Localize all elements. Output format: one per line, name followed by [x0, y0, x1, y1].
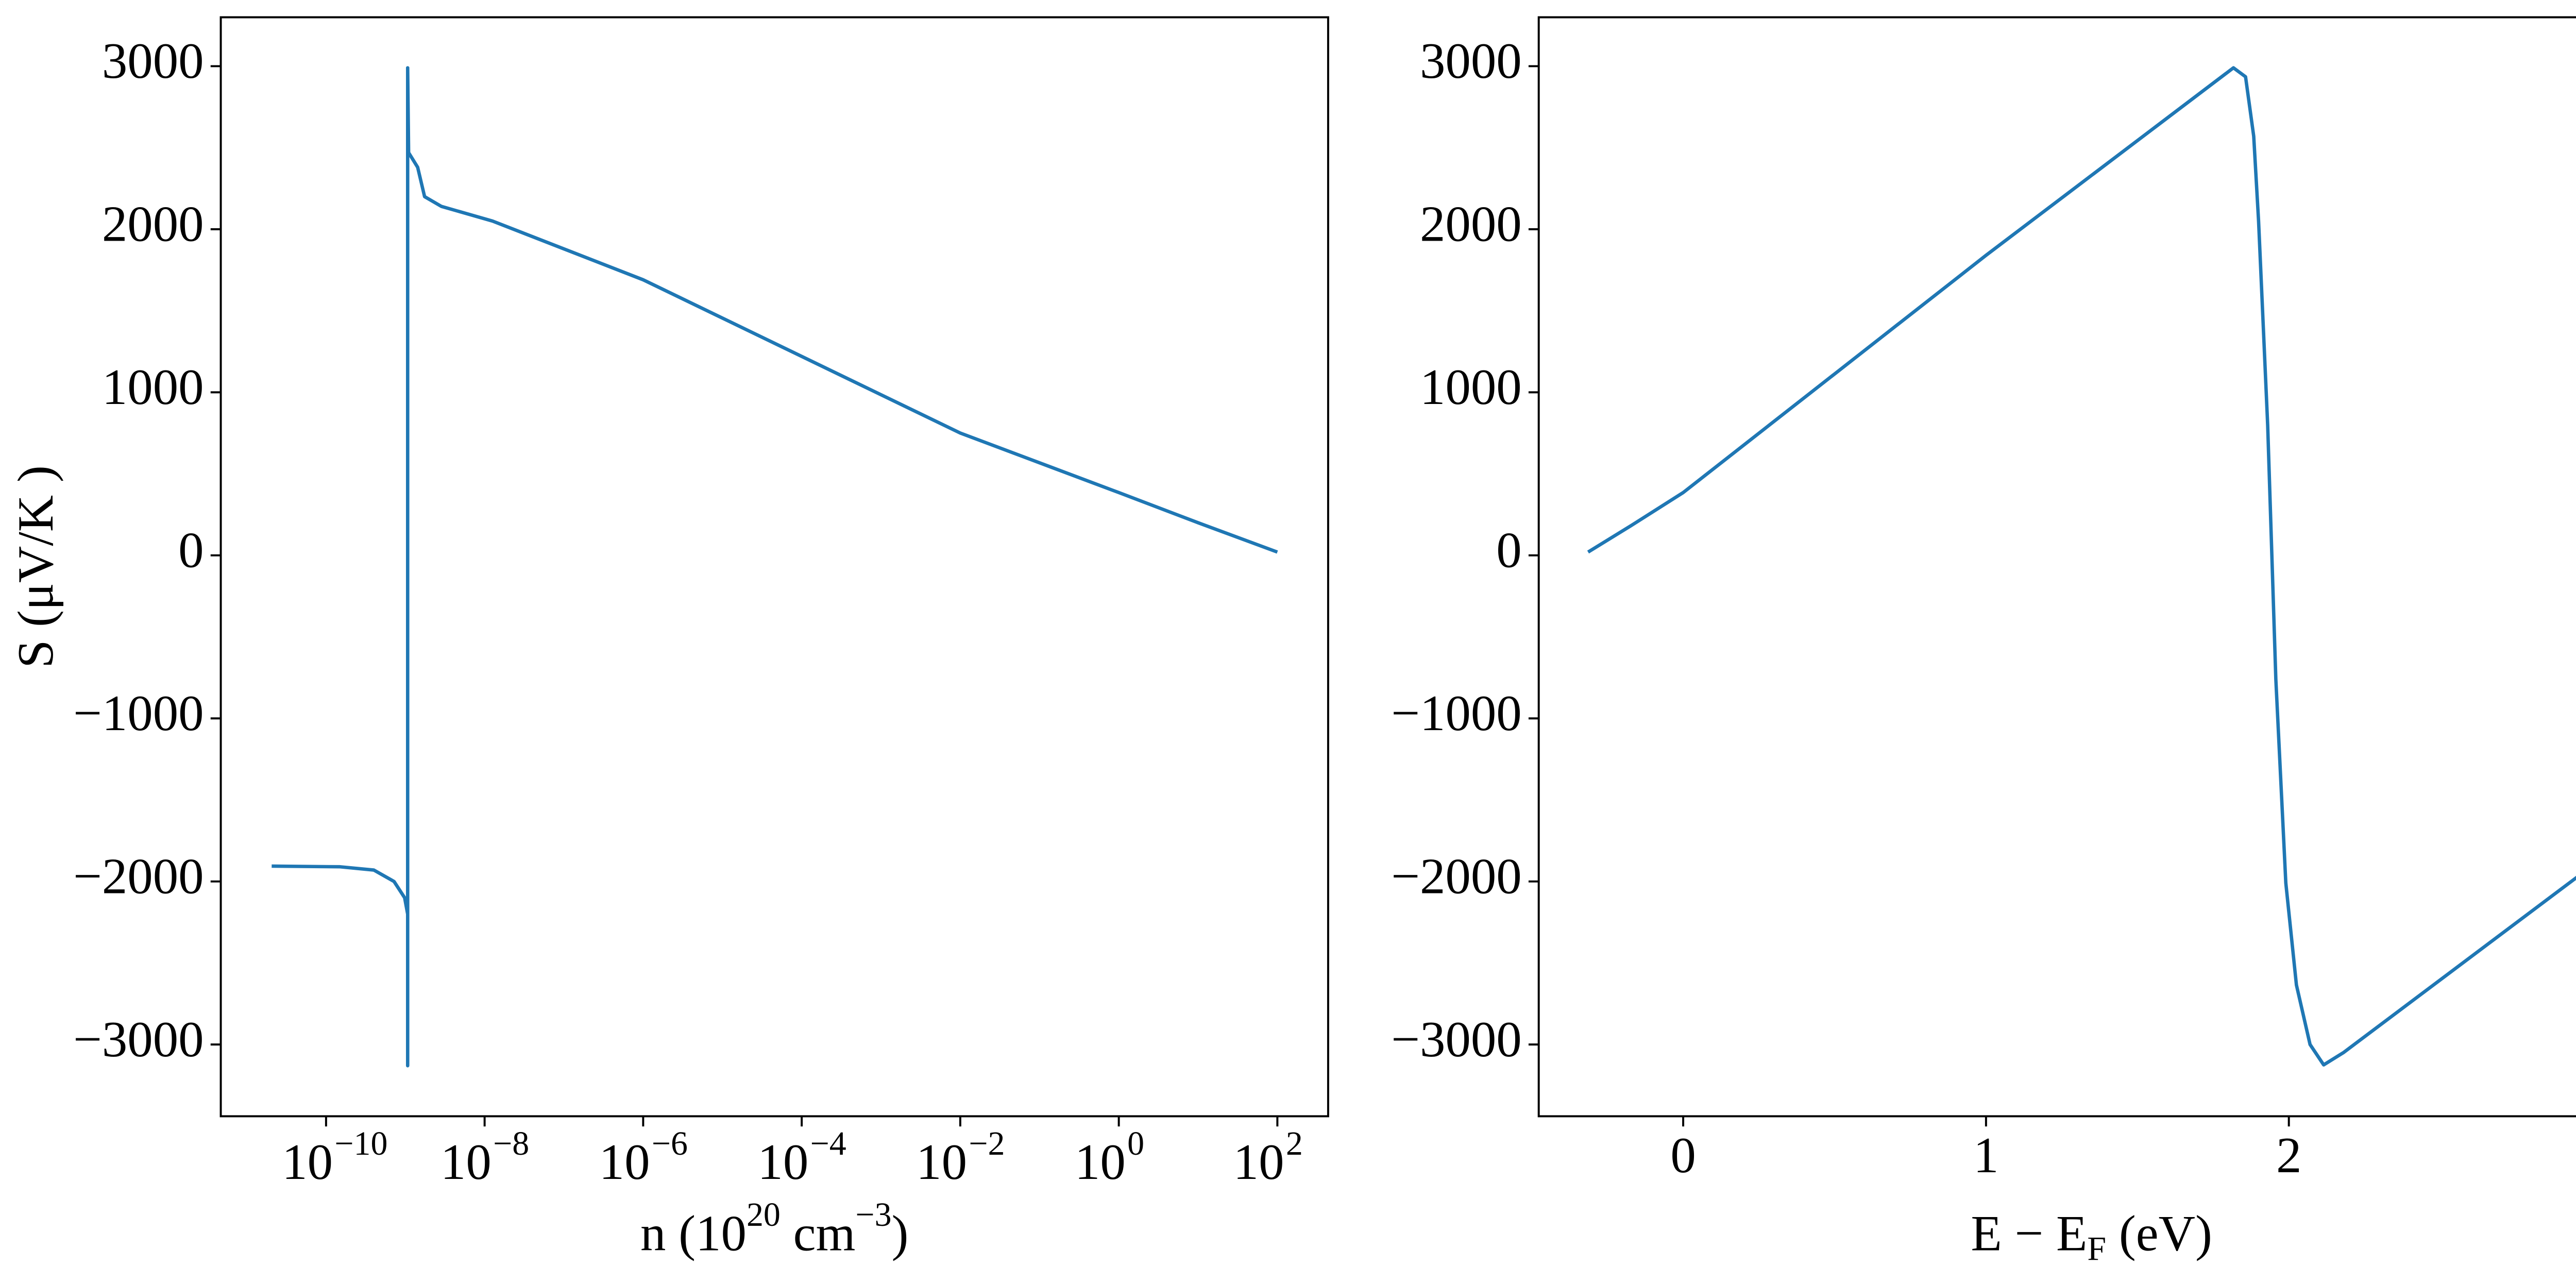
y-tick-label: 2000 [102, 196, 204, 252]
data-line [1587, 66, 2576, 1067]
y-tick-label: 2000 [1420, 196, 1522, 252]
axes-frame [1537, 16, 2576, 1118]
y-tick-label: 0 [178, 522, 204, 578]
x-axis-label-part: cm [781, 1205, 856, 1261]
x-axis-label-part: 20 [747, 1196, 781, 1234]
data-line [272, 66, 1278, 1068]
y-tick-label: −3000 [73, 1011, 204, 1068]
y-tick-label: 1000 [102, 359, 204, 415]
x-tick-label: 0 [1670, 1127, 1696, 1184]
y-tick-label: −3000 [1391, 1011, 1522, 1068]
x-axis-label-part: ) [892, 1205, 909, 1261]
x-tick-label: 1 [1973, 1127, 1998, 1184]
x-tick-exponent: −8 [493, 1125, 529, 1162]
axes-frame [219, 16, 1329, 1118]
x-tick-label: 10 [1233, 1134, 1284, 1190]
x-axis-label: n (1020 cm−3) [640, 1196, 908, 1261]
x-tick-label: 10 [440, 1134, 492, 1190]
x-axis-label-part: −3 [855, 1196, 891, 1234]
x-tick-exponent: −6 [652, 1125, 688, 1162]
x-axis-label-part: (eV) [2106, 1205, 2212, 1261]
x-tick-exponent: −10 [334, 1125, 387, 1162]
x-axis-label-part: E − E [1971, 1205, 2087, 1261]
x-axis-label-part: n (10 [640, 1205, 747, 1261]
x-tick-exponent: 2 [1286, 1125, 1303, 1162]
x-tick-label: 10 [599, 1134, 650, 1190]
y-tick-label: 1000 [1420, 359, 1522, 415]
y-tick-label: 0 [1496, 522, 1521, 578]
x-tick-exponent: 0 [1127, 1125, 1144, 1162]
y-tick-label: 3000 [1420, 33, 1522, 89]
x-tick-exponent: −4 [810, 1125, 846, 1162]
x-tick-label: 2 [2276, 1127, 2301, 1184]
y-tick-label: −1000 [73, 685, 204, 741]
y-axis-label: S (μV/K ) [8, 465, 64, 668]
y-tick-label: −1000 [1391, 685, 1522, 741]
x-axis-label-part: F [2087, 1230, 2106, 1268]
y-tick-label: 3000 [102, 33, 204, 89]
x-tick-label: 10 [1075, 1134, 1126, 1190]
x-tick-label: 10 [757, 1134, 808, 1190]
y-tick-label: −2000 [1391, 848, 1522, 904]
x-tick-exponent: −2 [969, 1125, 1005, 1162]
y-tick-label: −2000 [73, 848, 204, 904]
x-tick-label: 10 [282, 1134, 333, 1190]
x-axis-label: E − EF (eV) [1971, 1205, 2212, 1268]
x-tick-label: 10 [916, 1134, 967, 1190]
